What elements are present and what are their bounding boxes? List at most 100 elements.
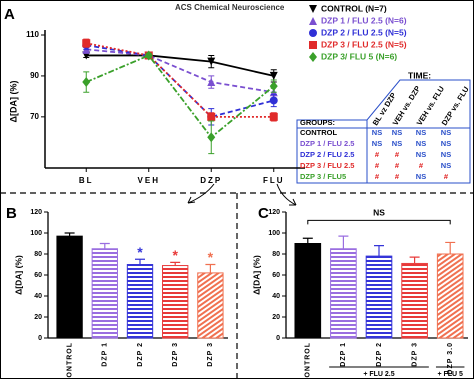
legend-label: DZP 3/ FLU 5 (N=6) (321, 51, 397, 61)
cell: NS (372, 139, 382, 148)
bar (91, 248, 118, 339)
cell: # (375, 161, 380, 170)
y-tick-label: 70 (30, 112, 39, 121)
cell: NS (416, 128, 426, 137)
x-tick-label: VEH (138, 176, 160, 185)
bar (162, 265, 189, 339)
y-tick-label: 60 (272, 272, 280, 279)
arrow (187, 183, 215, 204)
cell: # (419, 161, 424, 170)
error-bar (409, 256, 420, 264)
y-tick-label: 100 (268, 230, 280, 237)
arrow-head (289, 198, 297, 206)
error-bar (64, 232, 75, 237)
row-label: DZP 1 / FLU 2.5 (300, 139, 354, 148)
marker (269, 81, 278, 92)
source: ACS Chemical Neuroscience (175, 3, 285, 12)
annotation: NS (373, 208, 385, 218)
marker (82, 77, 91, 88)
significance: * (137, 244, 143, 260)
series-line (86, 42, 274, 118)
marker (269, 112, 278, 121)
x-tick-label: BL (79, 176, 94, 185)
cell: # (395, 150, 400, 159)
marker (309, 5, 317, 13)
marker (207, 78, 216, 87)
error-bar (374, 245, 384, 257)
cell: # (375, 150, 380, 159)
y-tick-label: 120 (30, 209, 42, 216)
error-bar (205, 263, 216, 273)
bracket (307, 219, 451, 225)
table-title: TIME: (408, 70, 431, 80)
marker (207, 112, 216, 121)
cell: NS (392, 128, 402, 137)
bar (436, 253, 464, 339)
marker (82, 39, 91, 48)
row-label: DZP 3 / FLU 2.5 (300, 161, 354, 170)
bar (197, 272, 224, 339)
cell: NS (372, 128, 382, 137)
cell: # (395, 161, 400, 170)
group-label: + FLU 2.5 (363, 371, 394, 378)
y-tick-label: 40 (272, 293, 280, 300)
series-line (86, 48, 274, 94)
error-bar (135, 258, 145, 265)
cell: # (395, 172, 400, 181)
marker (309, 17, 317, 25)
y-axis-label: Δ[DA] (%) (13, 255, 23, 295)
bar (330, 248, 357, 339)
error-bar (99, 242, 110, 249)
y-tick-label: 90 (30, 71, 39, 80)
cell: NS (392, 139, 402, 148)
x-tick-label: DZP 3.0 (447, 342, 454, 375)
y-tick-label: 110 (26, 30, 39, 39)
cell: NS (441, 139, 451, 148)
x-tick-label: FLU (263, 176, 285, 185)
cell: NS (416, 139, 426, 148)
y-axis-label: Δ[DA] (%) (251, 255, 261, 295)
cell: NS (441, 150, 451, 159)
y-tick-label: 0 (38, 335, 42, 342)
series-line (86, 44, 274, 118)
y-tick-label: 80 (272, 251, 280, 258)
x-tick-label: CONTROL (305, 342, 312, 379)
x-tick-label: DZP 1 (102, 342, 109, 367)
x-tick-label: DZP 2 (376, 342, 383, 367)
arrow (276, 183, 297, 206)
x-tick-label: DZP (200, 176, 222, 185)
marker (309, 52, 317, 62)
bar (126, 264, 154, 339)
marker (269, 71, 278, 80)
significance: * (208, 249, 214, 265)
table-groups-label: GROUPS: (300, 118, 335, 127)
x-tick-label: DZP 2 (137, 342, 144, 367)
bar (365, 255, 393, 339)
error-bar (302, 237, 313, 244)
y-tick-label: 0 (276, 335, 280, 342)
error-bar (338, 235, 349, 249)
y-tick-label: 20 (272, 314, 280, 321)
marker (269, 96, 278, 105)
cell: # (375, 172, 380, 181)
y-tick-label: 80 (34, 251, 42, 258)
panel-label: B (6, 205, 17, 222)
row-label: DZP 2 / FLU 2.5 (300, 150, 354, 159)
x-tick-label: DZP 1 (340, 342, 347, 367)
cell: NS (416, 150, 426, 159)
marker (144, 50, 153, 61)
panel-label: C (258, 205, 269, 222)
cell: NS (441, 161, 451, 170)
cell: # (444, 172, 449, 181)
error-bar (445, 241, 456, 254)
legend-label: DZP 2 / FLU 2.5 (N=5) (321, 27, 407, 37)
error-bar (170, 261, 181, 266)
bar (56, 235, 83, 339)
marker (207, 132, 216, 143)
bar (401, 262, 428, 339)
series-line (85, 54, 275, 139)
y-tick-label: 20 (34, 314, 42, 321)
y-tick-label: 100 (30, 230, 42, 237)
series-line (86, 54, 274, 77)
